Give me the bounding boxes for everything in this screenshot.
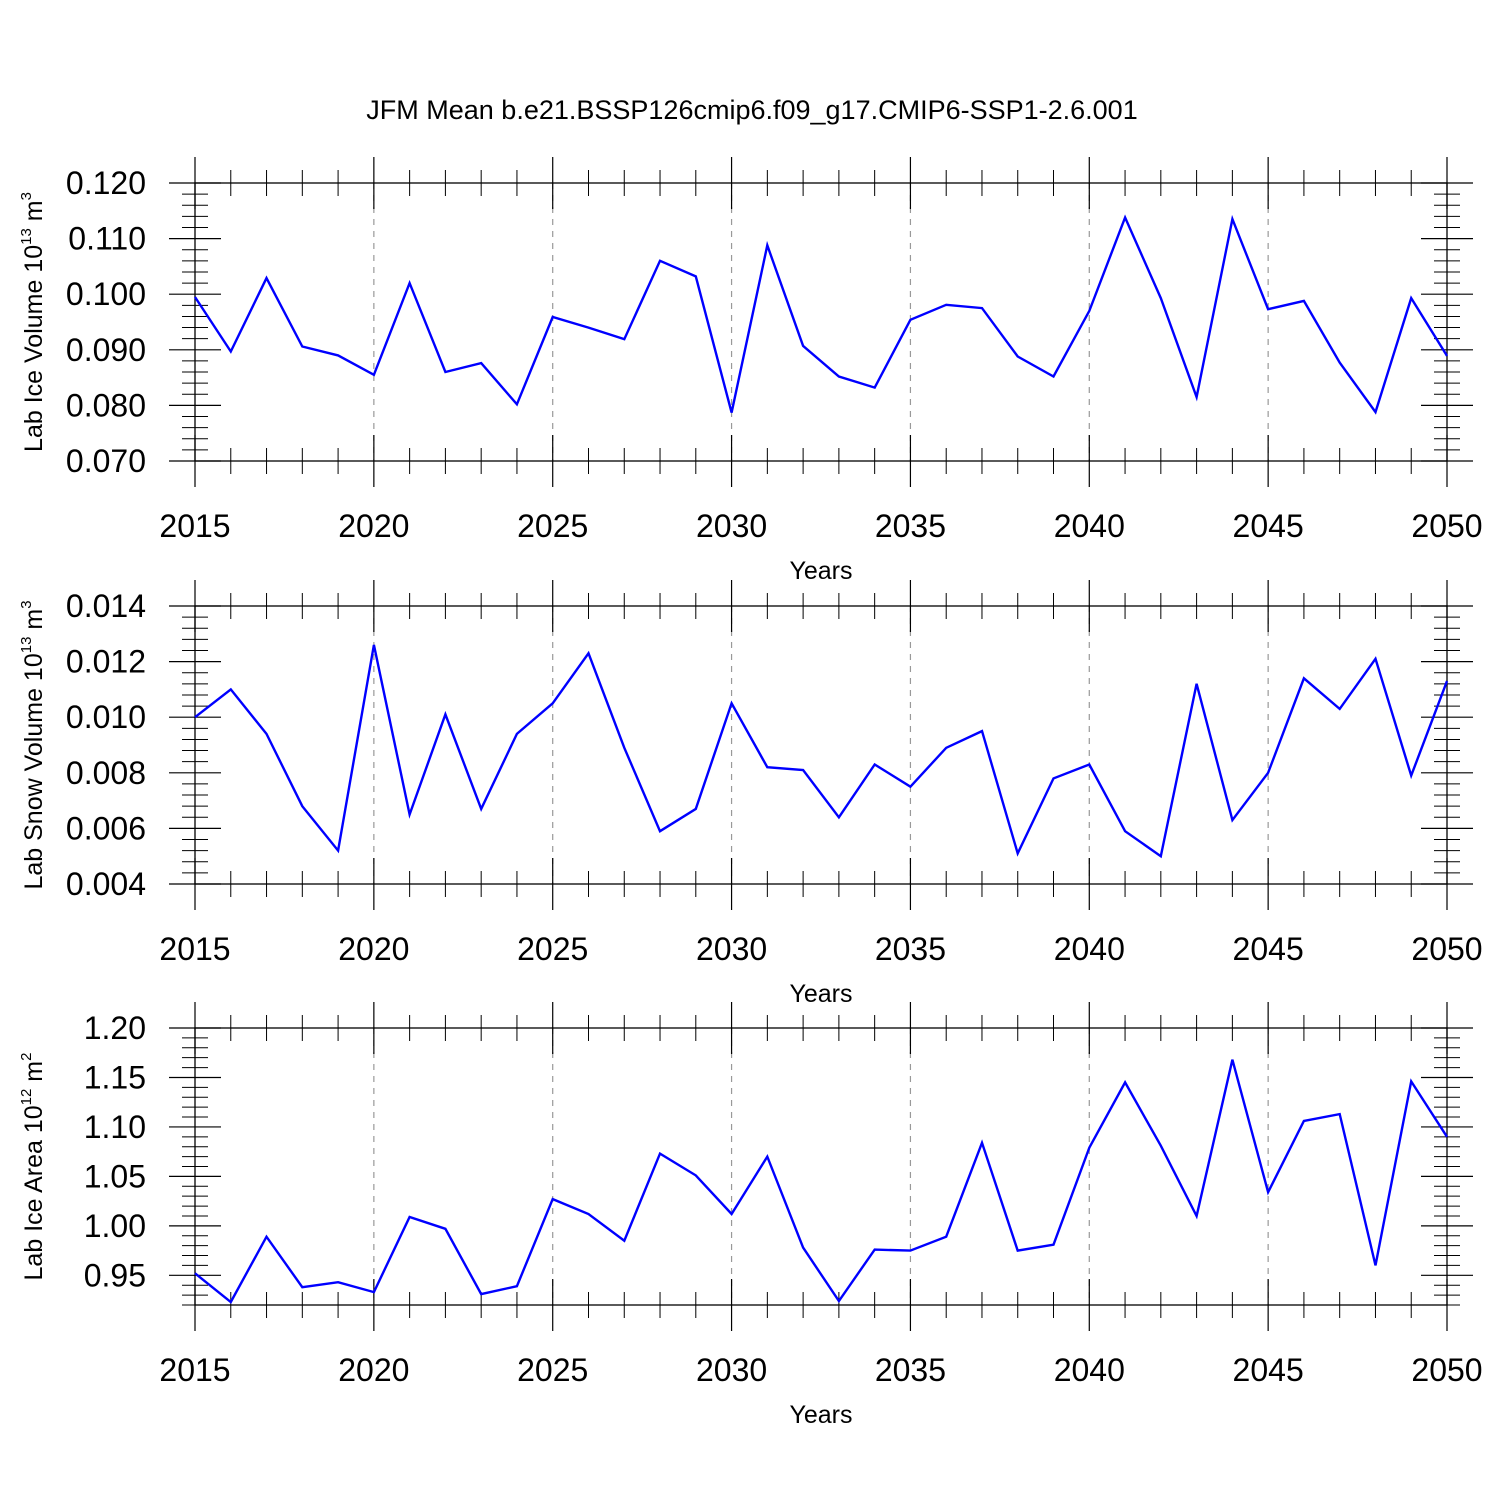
y-tick-label: 0.110: [68, 221, 146, 257]
y-axis-title-unit-exponent: 3: [18, 600, 35, 608]
y-tick-label: 0.006: [66, 810, 146, 846]
x-tick-label: 2015: [159, 1352, 230, 1388]
x-axis-title: Years: [789, 980, 852, 1008]
series-line: [193, 214, 1449, 415]
y-tick-label: 1.10: [84, 1109, 146, 1145]
y-tick-label: 0.014: [66, 588, 146, 624]
y-tick-label: 1.15: [84, 1059, 146, 1095]
y-tick-label: 1.00: [84, 1208, 146, 1244]
chart-title: JFM Mean b.e21.BSSP126cmip6.f09_g17.CMIP…: [366, 95, 1137, 125]
x-tick-label: 2050: [1411, 931, 1482, 967]
x-tick-label: 2045: [1233, 508, 1304, 544]
x-tick-label: 2030: [696, 931, 767, 967]
y-axis-title-unit: m: [20, 609, 48, 637]
y-tick-label: 0.090: [66, 332, 146, 368]
x-tick-label: 2030: [696, 508, 767, 544]
series-line: [194, 1059, 1449, 1304]
y-axis-title-text: Lab Ice Volume 10: [20, 245, 48, 452]
x-tick-label: 2020: [338, 508, 409, 544]
x-tick-label: 2025: [517, 1352, 588, 1388]
y-axis-title-unit: m: [20, 200, 48, 228]
panel-2: 0.004 0.006 0.008 0.010 0.012 0.014 2015 2020 20…: [18, 580, 1483, 1008]
x-axis-title: Years: [789, 557, 852, 585]
x-tick-label: 2040: [1054, 1352, 1125, 1388]
plot-frame: [194, 605, 1448, 885]
y-axis-title-exponent: 13: [18, 228, 35, 245]
x-tick-label: 2035: [875, 931, 946, 967]
y-axis-title: Lab Ice Volume 1013 m3: [18, 192, 48, 452]
y-axis-title-unit: m: [20, 1061, 48, 1089]
x-tick-label: 2025: [517, 931, 588, 967]
y-axis-title: Lab Ice Area 1012 m2: [18, 1053, 48, 1281]
x-tick-label: 2020: [338, 1352, 409, 1388]
y-tick-label: 0.120: [66, 165, 146, 201]
y-tick-label: 0.012: [66, 644, 146, 680]
y-tick-label: 0.95: [84, 1257, 146, 1293]
y-tick-label: 0.010: [66, 699, 146, 735]
x-tick-label: 2020: [338, 931, 409, 967]
x-tick-label: 2035: [875, 1352, 946, 1388]
y-axis-title-text: Lab Ice Area 10: [20, 1105, 48, 1280]
y-axis-title-unit-exponent: 3: [18, 192, 35, 200]
y-tick-label: 1.05: [84, 1158, 146, 1194]
x-tick-label: 2040: [1054, 508, 1125, 544]
y-axis-title-text: Lab Snow Volume 10: [20, 653, 48, 889]
y-axis-title-unit-exponent: 2: [18, 1053, 35, 1061]
y-axis-title: Lab Snow Volume 1013 m3: [18, 600, 48, 889]
panel-1: 0.070 0.080 0.090 0.100 0.110 0.120 2015 2020 20…: [18, 157, 1483, 585]
x-tick-label: 2015: [159, 931, 230, 967]
y-tick-label: 1.20: [84, 1010, 146, 1046]
x-tick-label: 2045: [1233, 931, 1304, 967]
y-axis-title-exponent: 12: [18, 1089, 35, 1106]
plot-frame: [194, 1027, 1448, 1306]
panel-3: 0.95 1.00 1.05 1.10 1.15 1.20 2015 2020 2025 2030…: [18, 1002, 1483, 1429]
x-tick-label: 2045: [1233, 1352, 1304, 1388]
x-tick-label: 2015: [159, 508, 230, 544]
x-tick-label: 2050: [1411, 508, 1482, 544]
x-tick-label: 2025: [517, 508, 588, 544]
y-tick-label: 0.004: [66, 866, 146, 902]
y-tick-label: 0.100: [66, 276, 146, 312]
x-tick-label: 2050: [1411, 1352, 1482, 1388]
plot-frame: [194, 182, 1448, 462]
y-tick-label: 0.080: [66, 387, 146, 423]
y-axis-title-exponent: 13: [18, 637, 35, 654]
x-axis-title: Years: [789, 1401, 852, 1429]
y-tick-label: 0.070: [66, 443, 146, 479]
x-tick-label: 2030: [696, 1352, 767, 1388]
series-line: [194, 644, 1449, 859]
y-tick-label: 0.008: [66, 755, 146, 791]
x-tick-label: 2035: [875, 508, 946, 544]
x-tick-label: 2040: [1054, 931, 1125, 967]
